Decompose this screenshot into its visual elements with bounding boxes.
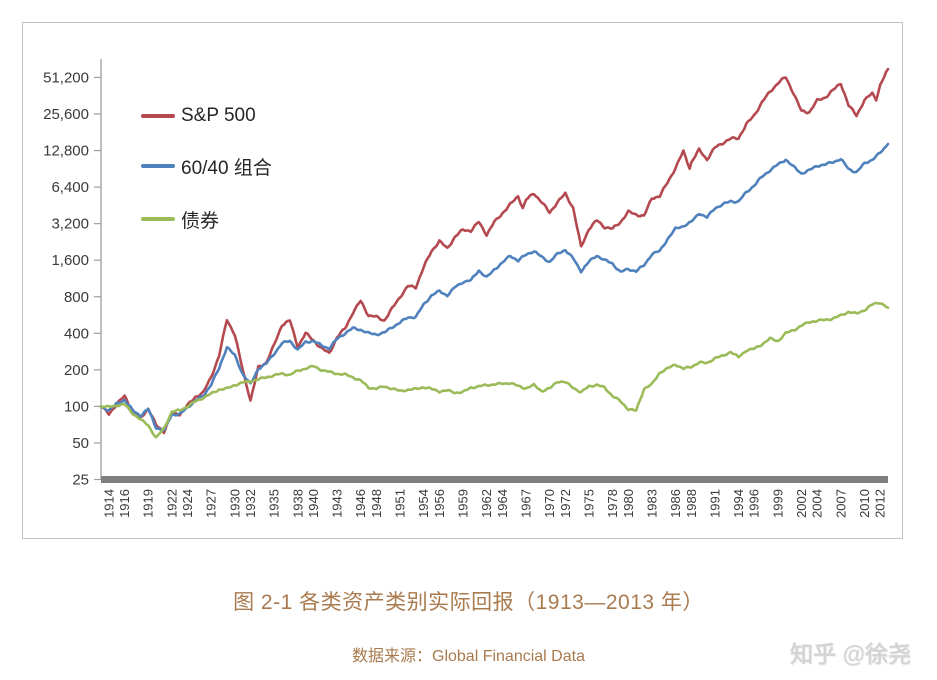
y-tick-label: 25,600 [43,106,89,123]
x-tick-label: 1978 [605,489,620,518]
y-tick-label: 100 [64,398,89,415]
x-axis-baseline [101,476,888,483]
y-tick-label: 12,800 [43,143,89,160]
y-tick-label: 200 [64,362,89,379]
x-tick-label: 1916 [117,489,132,518]
figure-source: 数据来源：Global Financial Data [352,648,585,665]
x-tick-label: 1924 [180,489,195,518]
x-tick-label: 1927 [204,489,219,518]
x-tick-label: 1962 [479,489,494,518]
x-tick-label: 1967 [518,489,533,518]
y-tick-label: 800 [64,289,89,306]
x-tick-label: 1970 [542,489,557,518]
x-tick-label: 1954 [416,489,431,518]
x-tick-label: 1986 [668,489,683,518]
x-tick-label: 2002 [794,489,809,518]
chart-panel: 51,200 25,600 12,800 6,400 3,200 1,600 800 400 2… [22,22,903,539]
x-tick-label: 1996 [747,489,762,518]
x-tick-label: 1972 [558,489,573,518]
x-tick-label: 1983 [644,489,659,518]
y-tick-label: 400 [64,325,89,342]
x-tick-label: 1975 [581,489,596,518]
x-tick-label: 1922 [164,489,179,518]
x-tick-label: 1964 [495,489,510,518]
x-tick-label: 1919 [141,489,156,518]
x-tick-label: 1914 [101,489,116,518]
x-tick-label: 1956 [432,489,447,518]
y-tick-label: 50 [72,435,89,452]
watermark: 知乎 @徐尧 [790,641,911,667]
x-tick-label: 1959 [456,489,471,518]
x-tick-label: 1930 [227,489,242,518]
x-tick-label: 1946 [353,489,368,518]
x-tick-label: 1938 [290,489,305,518]
y-tick-label: 51,200 [43,69,89,86]
y-tick-label: 3,200 [51,216,89,233]
y-tick-label: 1,600 [51,252,89,269]
series-line-2 [99,142,890,432]
y-tick-label: 25 [72,472,89,489]
x-tick-label: 1940 [306,489,321,518]
x-tick-label: 1988 [684,489,699,518]
x-tick-label: 1948 [369,489,384,518]
series-line-1 [99,67,890,435]
x-tick-label: 1999 [770,489,785,518]
x-tick-label: 1994 [731,489,746,518]
x-tick-label: 1935 [267,489,282,518]
x-tick-label: 1943 [330,489,345,518]
x-tick-label: 1932 [243,489,258,518]
x-tick-label: 1980 [621,489,636,518]
figure-caption: 图 2-1 各类资产类别实际回报（1913—2013 年） [233,591,704,614]
x-tick-label: 2012 [873,489,888,518]
series-line-3 [99,301,890,439]
x-tick-label: 1991 [707,489,722,518]
y-tick-label: 6,400 [51,179,89,196]
chart-canvas: 51,200 25,600 12,800 6,400 3,200 1,600 800 400 2… [43,59,890,518]
x-tick-label: 2010 [857,489,872,518]
x-tick-label: 2004 [810,489,825,518]
x-tick-label: 2007 [833,489,848,518]
x-tick-label: 1951 [393,489,408,518]
